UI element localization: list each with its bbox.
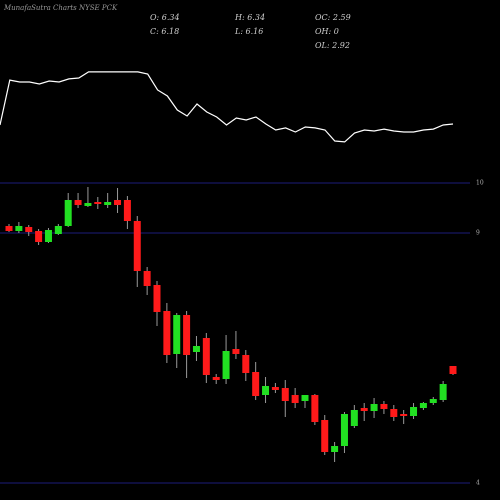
candle-body <box>400 414 408 416</box>
candle-body <box>331 446 339 452</box>
chart-title: MunafaSutra Charts NYSE PCK <box>3 4 118 12</box>
candle-body <box>340 414 348 446</box>
candle-body <box>192 346 200 352</box>
candle-body <box>5 226 13 231</box>
candle-body <box>271 387 279 390</box>
candle-body <box>35 231 43 242</box>
candle-body <box>114 200 122 205</box>
candle-body <box>321 420 329 452</box>
candle-body <box>291 395 299 403</box>
candle-body <box>301 395 309 401</box>
annotation: OL: 2.92 <box>315 41 350 50</box>
candle-body <box>143 271 151 286</box>
annotation: OC: 2.59 <box>315 13 351 22</box>
candle-body <box>153 285 161 312</box>
candle-body <box>44 230 52 242</box>
candle-body <box>163 311 171 355</box>
candle-body <box>311 395 319 422</box>
candle-body <box>449 366 457 374</box>
candle-body <box>380 404 388 409</box>
annotation: O: 6.34 <box>150 13 180 22</box>
candle-body <box>25 227 33 232</box>
candle-body <box>429 399 437 403</box>
candle-body <box>350 410 358 426</box>
candle-body <box>222 351 230 379</box>
annotation: OH: 0 <box>315 27 339 36</box>
candle-body <box>232 349 240 354</box>
candle-body <box>64 200 72 226</box>
candle-body <box>133 221 141 271</box>
y-tick-label: 9 <box>476 230 480 237</box>
candle-body <box>15 226 23 231</box>
candle-body <box>123 200 131 221</box>
candle-body <box>242 355 250 373</box>
candle-body <box>202 338 210 375</box>
candle-body <box>281 388 289 401</box>
candle-body <box>410 407 418 416</box>
annotation: C: 6.18 <box>150 27 179 36</box>
candle-body <box>419 403 427 408</box>
candle-body <box>173 315 181 354</box>
candle-body <box>390 409 398 417</box>
y-tick-label: 10 <box>476 180 484 187</box>
candle-body <box>183 315 191 355</box>
candle-body <box>370 404 378 411</box>
y-tick-label: 4 <box>476 480 480 487</box>
candle-body <box>94 202 102 204</box>
annotation: L: 6.16 <box>234 27 263 36</box>
candle-body <box>360 408 368 411</box>
candle-body <box>212 377 220 380</box>
indicator-line <box>0 71 454 143</box>
candle-body <box>54 226 62 234</box>
candle-body <box>439 384 447 400</box>
candle-body <box>74 200 82 205</box>
candle-body <box>104 202 112 205</box>
candle-body <box>262 386 270 395</box>
candle-body <box>252 372 260 396</box>
annotation: H: 6.34 <box>234 13 265 22</box>
candle-body <box>84 203 92 206</box>
